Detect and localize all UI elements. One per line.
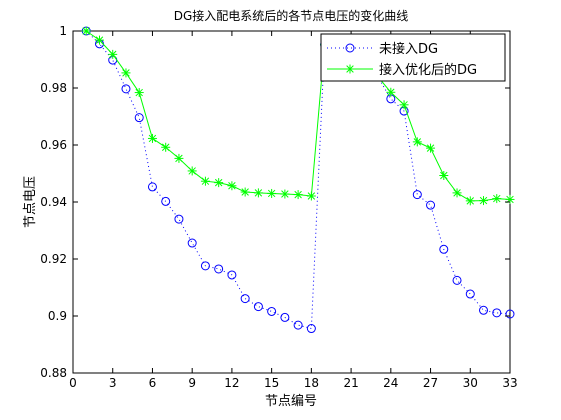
series-2-point [479, 196, 489, 206]
series-2-point [267, 188, 277, 198]
series-2-point [386, 87, 396, 97]
series-2-point [200, 176, 210, 186]
y-tick-label: 0.9 [48, 309, 67, 323]
y-tick-label: 0.96 [40, 138, 67, 152]
y-tick-label: 0.88 [40, 366, 67, 380]
series-2-point [399, 100, 409, 110]
x-tick-label: 24 [383, 376, 398, 390]
x-tick-label: 0 [69, 376, 77, 390]
series-2-point [412, 137, 422, 147]
y-axis-label: 节点电压 [23, 176, 38, 228]
y-tick-label: 0.94 [40, 195, 67, 209]
series-1-point [227, 270, 237, 280]
series-1-point [147, 182, 157, 192]
series-2-point [81, 26, 91, 36]
series-2-point [505, 194, 515, 204]
series-1-point [412, 190, 422, 200]
series-2-point [108, 49, 118, 59]
legend-label-2: 接入优化后的DG [379, 62, 477, 78]
x-tick-label: 15 [264, 376, 279, 390]
y-tick-label: 0.92 [40, 252, 67, 266]
series-1-point [214, 264, 224, 274]
series-2-point [492, 194, 502, 204]
series-2-point [426, 143, 436, 153]
series-1-point [187, 238, 197, 248]
series-1-point [465, 289, 475, 299]
series-1-point [121, 84, 131, 94]
series-1-point [253, 302, 263, 312]
series-2-point [280, 189, 290, 199]
series-1-point [161, 196, 171, 206]
series-1-point [479, 305, 489, 315]
x-axis-ticks: 0 3 6 9 12 15 18 21 24 27 30 33 [69, 31, 518, 390]
series-1-point [200, 261, 210, 271]
x-axis-label: 节点编号 [265, 394, 317, 409]
series-1-point [267, 306, 277, 316]
series-1-point [134, 113, 144, 123]
y-tick-label: 0.98 [40, 81, 67, 95]
series-2-point [147, 133, 157, 143]
x-tick-label: 3 [109, 376, 117, 390]
legend: 未接入DG 接入优化后的DG [320, 33, 506, 82]
series-2-point [253, 188, 263, 198]
series-1-point [174, 214, 184, 224]
series-2-point [121, 68, 131, 78]
series-1-point [240, 294, 250, 304]
series-1-point [452, 275, 462, 285]
chart-title: DG接入配电系统后的各节点电压的变化曲线 [174, 8, 409, 23]
series-line-1 [85, 30, 511, 330]
x-tick-label: 33 [502, 376, 517, 390]
x-tick-label: 30 [463, 376, 478, 390]
x-tick-label: 27 [423, 376, 438, 390]
series-2-point [214, 178, 224, 188]
series-2-point [187, 166, 197, 176]
y-axis-ticks: 0.88 0.9 0.92 0.94 0.96 0.98 1 [40, 24, 510, 380]
series-2-point [161, 142, 171, 152]
x-tick-label: 9 [188, 376, 196, 390]
y-tick-label: 1 [59, 24, 67, 38]
series-2-point [134, 88, 144, 98]
series-2-point [227, 181, 237, 191]
series-2-point [94, 35, 104, 45]
x-tick-label: 12 [224, 376, 239, 390]
legend-items: 未接入DG 接入优化后的DG [327, 41, 477, 78]
series-2-point [306, 191, 316, 201]
legend-marker-1 [345, 43, 355, 53]
series-2-point [439, 170, 449, 180]
series-1-point [426, 200, 436, 210]
legend-marker-2 [345, 64, 355, 74]
legend-label-1: 未接入DG [379, 41, 438, 57]
series-1-point [280, 312, 290, 322]
x-tick-label: 21 [343, 376, 358, 390]
series-1-point [505, 309, 515, 319]
legend-box [320, 33, 506, 82]
series-2-point [293, 190, 303, 200]
series-2-point [452, 188, 462, 198]
series-1-point [492, 308, 502, 318]
series-1-point [293, 320, 303, 330]
x-tick-label: 18 [304, 376, 319, 390]
x-tick-label: 6 [149, 376, 157, 390]
series-1-point [439, 244, 449, 254]
series-2-point [465, 196, 475, 206]
series-2-point [174, 153, 184, 163]
plot-area [72, 30, 511, 374]
series-1-point [306, 324, 316, 334]
series-2-point [240, 187, 250, 197]
